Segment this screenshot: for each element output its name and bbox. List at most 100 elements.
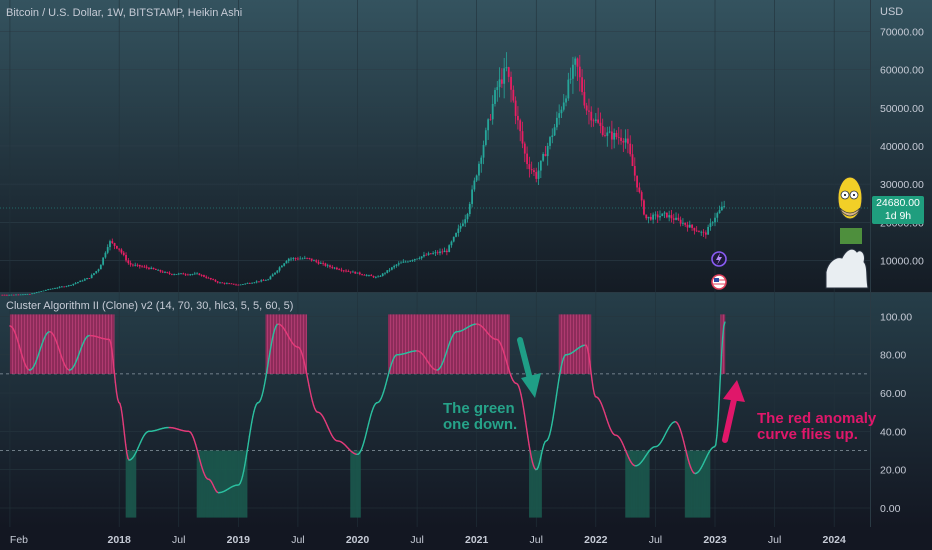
overbought-zone: [412, 314, 414, 374]
overbought-zone: [24, 314, 27, 374]
overbought-zone: [435, 314, 437, 374]
oversold-zone: [645, 450, 648, 518]
oversold-zone: [641, 450, 643, 518]
price-candle-body: [86, 278, 88, 280]
oversold-zone: [691, 450, 694, 518]
overbought-zone: [16, 314, 19, 374]
overbought-zone: [498, 314, 500, 374]
oversold-zone: [125, 450, 128, 518]
overbought-zone: [502, 314, 505, 374]
overbought-zone: [443, 314, 445, 374]
price-candle-body: [127, 260, 130, 264]
indicator-tick-label: 40.00: [880, 426, 906, 438]
price-candle-body: [682, 222, 684, 224]
oversold-zone: [232, 450, 234, 518]
price-candle-body: [15, 294, 17, 296]
price-candle-body: [269, 276, 272, 280]
oversold-zone: [695, 450, 697, 518]
overbought-zone: [305, 314, 308, 374]
oscillator-segment: [721, 325, 725, 339]
oversold-zone: [530, 450, 532, 518]
price-candle-body: [322, 263, 325, 264]
overbought-zone: [583, 314, 586, 374]
overbought-zone: [103, 314, 106, 374]
oversold-zone: [647, 450, 649, 518]
oversold-zone: [202, 450, 204, 518]
oversold-zone: [531, 450, 533, 518]
price-candle-body: [567, 79, 570, 99]
oscillator-segment: [527, 436, 530, 445]
oscillator-segment: [716, 419, 719, 437]
price-candle-body: [242, 284, 244, 286]
oversold-zone: [540, 450, 542, 518]
oscillator-segment: [196, 447, 199, 454]
overbought-zone: [76, 314, 78, 374]
price-candle-body: [47, 289, 50, 291]
oversold-zone: [704, 450, 706, 518]
price-candle-body: [464, 219, 467, 224]
price-candle-body: [132, 264, 134, 266]
price-candle-body: [152, 267, 155, 270]
overbought-zone: [722, 314, 725, 374]
overbought-zone: [111, 314, 114, 374]
overbought-zone: [475, 314, 477, 374]
indicator-tick-label: 0.00: [880, 503, 901, 515]
overbought-zone: [503, 314, 506, 374]
oscillator-segment: [126, 452, 129, 459]
overbought-zone: [304, 314, 306, 374]
oversold-zone: [688, 450, 690, 518]
oversold-zone: [200, 450, 202, 518]
overbought-zone: [414, 314, 416, 374]
price-candle-body: [613, 132, 616, 140]
oversold-zone: [358, 450, 360, 518]
price-candle-body: [695, 230, 698, 232]
price-candle-body: [606, 132, 609, 136]
oversold-zone: [642, 450, 644, 518]
oscillator-segment: [540, 447, 544, 455]
price-tick-label: 50000.00: [880, 103, 924, 115]
price-candle-body: [239, 284, 242, 286]
price-candle-body: [5, 294, 8, 296]
price-candle-body: [72, 283, 75, 286]
oscillator-segment: [590, 370, 593, 381]
overbought-zone: [64, 314, 67, 374]
price-candle-body: [317, 261, 320, 264]
price-candle-body: [315, 260, 318, 262]
price-candle-body: [83, 279, 86, 281]
oversold-zone: [643, 450, 646, 518]
oversold-zone: [534, 450, 537, 518]
price-candle-body: [436, 252, 439, 254]
price-candle-body: [264, 280, 267, 281]
price-candle-body: [505, 67, 508, 69]
overbought-zone: [468, 314, 470, 374]
price-candle-body: [95, 271, 98, 274]
price-candle-body: [258, 281, 260, 283]
price-candle-body: [471, 189, 473, 204]
price-candle-body: [576, 58, 579, 67]
oversold-zone: [537, 450, 539, 518]
overbought-zone: [67, 314, 69, 374]
price-candle-body: [154, 269, 157, 271]
oscillator-segment: [720, 337, 724, 357]
price-candle-body: [301, 258, 304, 260]
oscillator-segment: [686, 454, 689, 461]
price-candle-body: [161, 271, 164, 273]
price-candle-body: [615, 132, 618, 137]
overbought-zone: [479, 314, 482, 374]
price-candle-body: [716, 213, 719, 218]
overbought-zone: [275, 314, 278, 374]
time-axis-bg: [0, 527, 932, 550]
price-candle-body: [565, 98, 567, 103]
overbought-zone: [402, 314, 405, 374]
oversold-zone: [703, 450, 705, 518]
price-candle-body: [494, 90, 496, 104]
oscillator-segment: [264, 372, 268, 381]
price-candle-body: [26, 293, 29, 295]
overbought-zone: [472, 314, 475, 374]
oversold-zone: [231, 450, 233, 518]
overbought-zone: [47, 314, 50, 374]
overbought-zone: [447, 314, 450, 374]
oscillator-segment: [548, 429, 552, 436]
price-candle-body: [352, 271, 354, 273]
